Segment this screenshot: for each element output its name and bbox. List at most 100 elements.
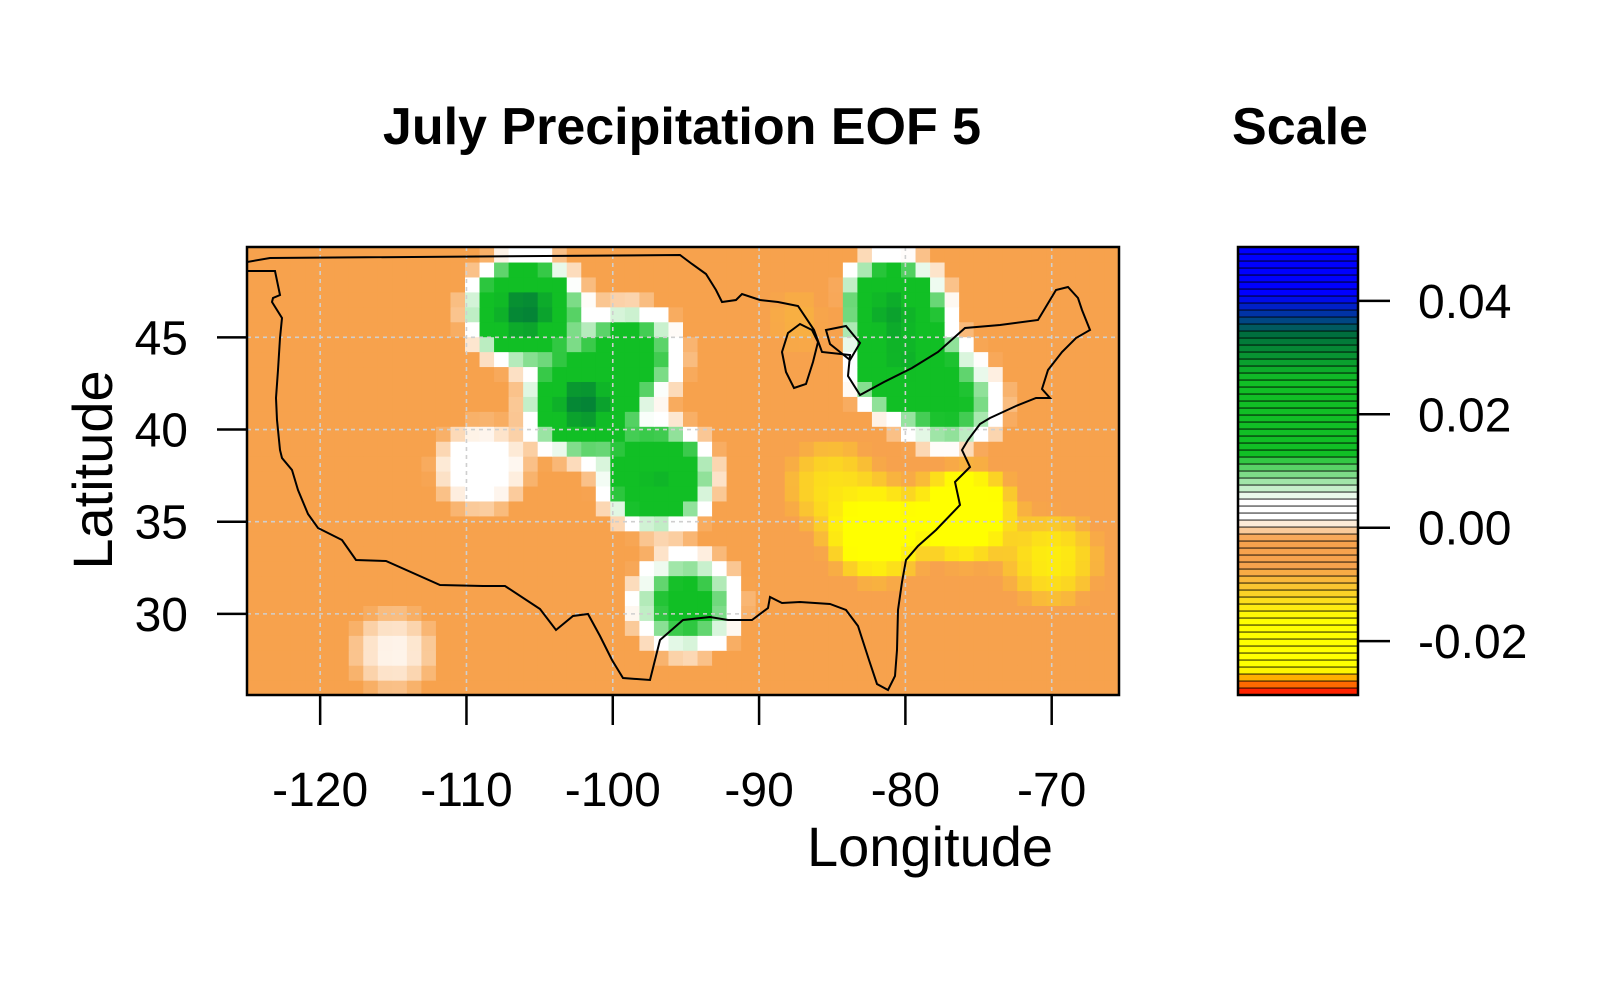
- heatmap-cell: [901, 635, 917, 651]
- heatmap-cell: [276, 515, 292, 532]
- heatmap-cell: [842, 291, 858, 308]
- heatmap-cell: [886, 650, 902, 666]
- heatmap-cell: [930, 575, 946, 592]
- heatmap-cell: [1060, 500, 1076, 517]
- heatmap-cell: [741, 485, 757, 502]
- heatmap-cell: [435, 381, 452, 397]
- heatmap-cell: [1002, 545, 1018, 562]
- heatmap-cell: [930, 351, 946, 368]
- heatmap-cell: [494, 426, 510, 442]
- heatmap-cell: [944, 336, 960, 353]
- heatmap-cell: [886, 411, 902, 427]
- heatmap-cell: [392, 530, 408, 547]
- heatmap-cell: [537, 247, 553, 263]
- heatmap-cell: [1031, 441, 1047, 457]
- heatmap-cell: [959, 471, 975, 487]
- heatmap-cell: [1104, 291, 1119, 308]
- heatmap-cell: [450, 291, 466, 308]
- heatmap-cell: [610, 545, 626, 562]
- heatmap-cell: [465, 471, 481, 487]
- heatmap-cell: [305, 545, 321, 562]
- heatmap-cell: [334, 515, 350, 532]
- heatmap-cell: [566, 351, 582, 368]
- heatmap-cell: [421, 411, 437, 427]
- heatmap-cell: [668, 680, 684, 695]
- heatmap-cell: [784, 396, 800, 412]
- x-axis-title: Longitude: [807, 815, 1053, 878]
- heatmap-cell: [973, 545, 989, 562]
- heatmap-cell: [479, 530, 495, 547]
- heatmap-cell: [741, 545, 757, 562]
- heatmap-cell: [421, 441, 437, 457]
- heatmap-cell: [465, 620, 481, 636]
- heatmap-cell: [305, 321, 321, 338]
- heatmap-cell: [595, 620, 611, 636]
- heatmap-cell: [755, 426, 771, 442]
- heatmap-cell: [1075, 515, 1091, 532]
- heatmap-cell: [290, 351, 306, 368]
- heatmap-cell: [624, 411, 640, 427]
- heatmap-cell: [813, 366, 829, 382]
- heatmap-cell: [653, 276, 670, 293]
- heatmap-cell: [581, 545, 597, 562]
- heatmap-cell: [406, 411, 422, 427]
- heatmap-cell: [944, 441, 960, 457]
- legend-colorbar-frame: [1236, 245, 1360, 697]
- heatmap-cell: [566, 575, 582, 592]
- heatmap-cell: [1031, 321, 1047, 338]
- heatmap-cell: [319, 560, 335, 577]
- heatmap-cell: [581, 590, 597, 606]
- heatmap-cell: [406, 396, 422, 412]
- heatmap-cell: [624, 351, 640, 368]
- heatmap-cell: [871, 291, 888, 308]
- heatmap-cell: [523, 590, 539, 606]
- heatmap-cell: [377, 471, 393, 487]
- heatmap-cell: [581, 620, 597, 636]
- heatmap-cell: [944, 306, 960, 323]
- heatmap-cell: [450, 247, 466, 263]
- heatmap-cell: [537, 515, 553, 532]
- heatmap-cell: [1104, 500, 1119, 517]
- heatmap-cell: [319, 680, 335, 695]
- heatmap-cell: [886, 261, 902, 278]
- heatmap-cell: [697, 336, 713, 353]
- heatmap-cell: [653, 590, 670, 606]
- heatmap-cell: [639, 620, 655, 636]
- heatmap-cell: [784, 426, 800, 442]
- heatmap-cell: [784, 620, 800, 636]
- heatmap-cell: [1031, 366, 1047, 382]
- heatmap-cell: [450, 456, 466, 472]
- heatmap-cell: [668, 426, 684, 442]
- heatmap-cell: [566, 291, 582, 308]
- heatmap-cell: [435, 351, 452, 368]
- heatmap-cell: [988, 515, 1004, 532]
- heatmap-cell: [392, 545, 408, 562]
- heatmap-cell: [871, 680, 888, 695]
- heatmap-cell: [377, 515, 393, 532]
- heatmap-cell: [668, 500, 684, 517]
- heatmap-cell: [1089, 515, 1106, 532]
- heatmap-cell: [305, 620, 321, 636]
- heatmap-cell: [305, 426, 321, 442]
- heatmap-cell: [755, 396, 771, 412]
- heatmap-cell: [799, 336, 815, 353]
- heatmap-cell: [712, 530, 728, 547]
- legend-colorbar: [1237, 246, 1359, 696]
- heatmap-cell: [508, 485, 524, 502]
- heatmap-cell: [697, 456, 713, 472]
- heatmap-cell: [406, 545, 422, 562]
- heatmap-cell: [1002, 261, 1018, 278]
- heatmap-cell: [537, 650, 553, 666]
- heatmap-cell: [435, 426, 452, 442]
- heatmap-cell: [508, 620, 524, 636]
- heatmap-cell: [1046, 471, 1062, 487]
- heatmap-cell: [973, 530, 989, 547]
- heatmap-cell: [959, 291, 975, 308]
- heatmap-cell: [261, 471, 277, 487]
- heatmap-cell: [479, 635, 495, 651]
- heatmap-cell: [871, 411, 888, 427]
- heatmap-cell: [305, 381, 321, 397]
- heatmap-cell: [1046, 351, 1062, 368]
- heatmap-cell: [508, 680, 524, 695]
